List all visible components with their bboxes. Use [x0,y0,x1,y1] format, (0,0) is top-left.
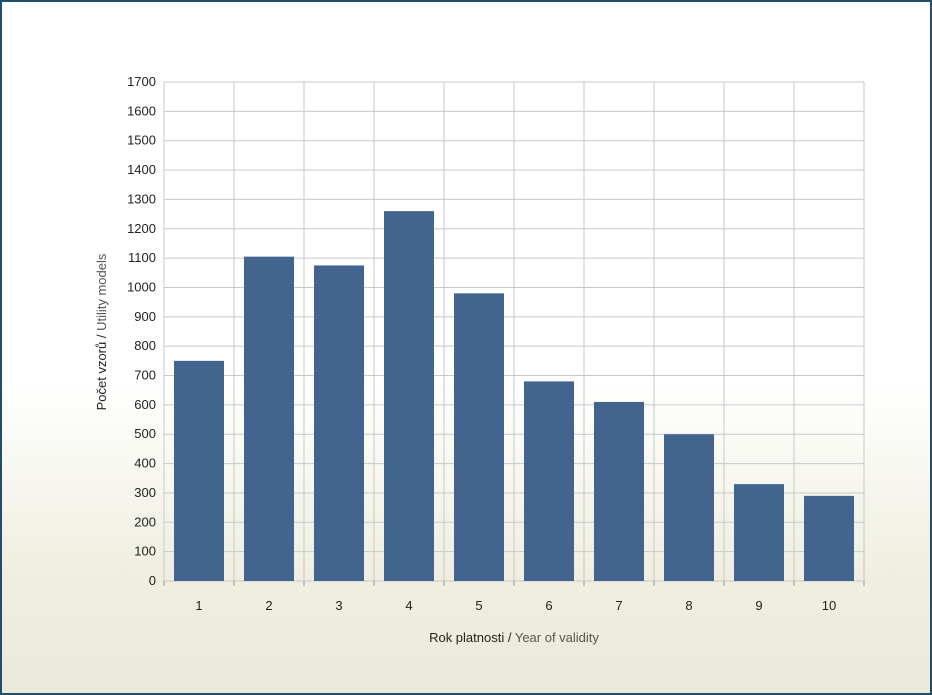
bars [174,211,854,581]
x-tick-label: 10 [822,598,836,613]
y-tick-label: 500 [134,426,156,441]
y-tick-labels: 0 100 200 300 400 500 600 700 800 900 1000 1100 1200… [127,74,156,588]
x-tick-label: 6 [545,598,552,613]
bar-3 [314,265,364,581]
x-tick-labels: 1 2 3 4 5 6 7 8 9 10 [195,598,836,613]
y-tick-label: 1200 [127,221,156,236]
y-tick-label: 300 [134,485,156,500]
y-tick-label: 400 [134,456,156,471]
y-tick-label: 0 [149,573,156,588]
y-tick-label: 900 [134,309,156,324]
x-axis-title-separator: / [504,630,515,645]
x-tick-label: 4 [405,598,412,613]
y-tick-label: 1700 [127,74,156,89]
bar-1 [174,360,224,581]
bar-8 [664,434,714,581]
y-tick-label: 1600 [127,103,156,118]
bar-2 [244,256,294,581]
x-axis-title-secondary: Year of validity [515,630,600,645]
y-axis-title: Počet vzorů / Utility models [94,253,109,410]
x-tick-label: 9 [755,598,762,613]
x-tick-label: 2 [265,598,272,613]
bar-4 [384,211,434,581]
y-axis-title-secondary: Utility models [94,253,109,331]
x-tick-label: 1 [195,598,202,613]
y-tick-label: 1500 [127,133,156,148]
y-tick-label: 1100 [128,250,156,265]
y-tick-label: 800 [134,338,156,353]
y-axis-title-primary: Počet vzorů [94,342,109,411]
bar-6 [524,381,574,581]
x-tick-label: 3 [335,598,342,613]
y-tick-label: 1000 [127,279,156,294]
y-tick-label: 200 [134,514,156,529]
bar-9 [734,484,784,581]
y-axis-title-separator: / [94,331,109,342]
x-tick-label: 8 [685,598,692,613]
x-tick-label: 5 [475,598,482,613]
bar-7 [594,401,644,581]
y-tick-label: 1400 [127,162,156,177]
x-tick-label: 7 [615,598,622,613]
bar-10 [804,495,854,581]
y-tick-label: 700 [134,368,156,383]
x-axis-title-primary: Rok platnosti [429,630,504,645]
x-axis-title: Rok platnosti / Year of validity [429,630,599,645]
y-tick-label: 100 [134,544,156,559]
y-tick-label: 1300 [127,191,156,206]
bar-5 [454,293,504,581]
y-tick-label: 600 [134,397,156,412]
